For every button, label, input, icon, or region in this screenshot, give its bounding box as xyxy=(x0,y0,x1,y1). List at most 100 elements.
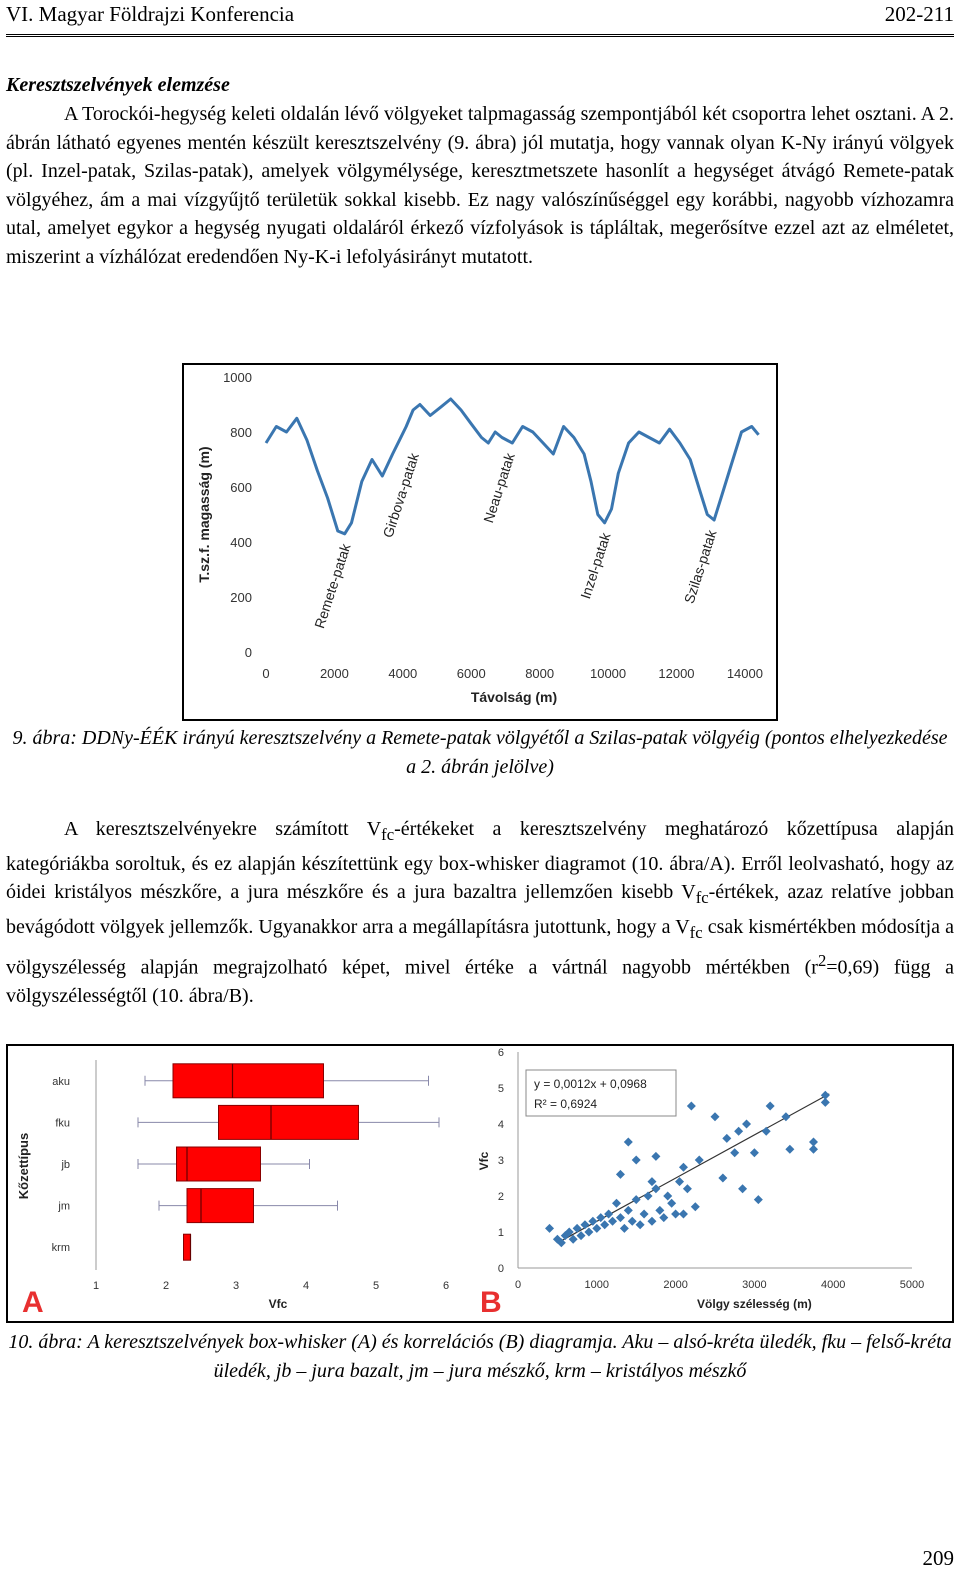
data-point xyxy=(663,1191,673,1201)
data-point xyxy=(584,1227,594,1237)
data-point xyxy=(576,1231,586,1241)
elevation-line xyxy=(264,397,760,536)
p2-sub-3: fc xyxy=(689,922,703,942)
data-point xyxy=(556,1238,566,1248)
y-tick-label: 600 xyxy=(230,480,252,495)
data-point xyxy=(675,1177,685,1187)
data-point xyxy=(655,1205,665,1215)
x-tick-label: 4000 xyxy=(388,666,417,681)
section-title: Keresztszelvények elemzése xyxy=(6,74,230,96)
data-point xyxy=(545,1223,555,1233)
x-tick-label: 4000 xyxy=(821,1279,845,1291)
data-point xyxy=(631,1195,641,1205)
x-tick-label: 3000 xyxy=(742,1279,766,1291)
box-whisker-chart: 1 2 3 4 5 6 Vfc Kőzettípus aku fku jb jm krm A xyxy=(16,1060,449,1319)
y-axis-label: T.sz.f. magasság (m) xyxy=(196,446,212,582)
paragraph-2: A keresztszelvényekre számított Vfc-érté… xyxy=(6,815,954,1011)
data-point xyxy=(608,1216,618,1226)
p2-sup: 2 xyxy=(817,951,827,970)
category-label: aku xyxy=(52,1076,70,1088)
data-point xyxy=(781,1112,791,1122)
x-axis-label: Távolság (m) xyxy=(471,689,557,705)
figure-10: 1 2 3 4 5 6 Vfc Kőzettípus aku fku jb jm krm A 0 1 2 3 4 5… xyxy=(6,1044,954,1323)
data-point xyxy=(722,1133,732,1143)
data-point xyxy=(651,1184,661,1194)
x-tick-label: 0 xyxy=(515,1279,521,1291)
x-tick-label: 6 xyxy=(443,1280,449,1292)
valley-label: Remete-patak xyxy=(311,541,354,631)
data-point xyxy=(588,1216,598,1226)
data-point xyxy=(710,1112,720,1122)
valley-label: Girbova-patak xyxy=(380,450,423,540)
valley-label: Neau-patak xyxy=(480,450,518,525)
data-point xyxy=(592,1223,602,1233)
box-krm xyxy=(183,1233,191,1261)
x-tick-label: 2 xyxy=(163,1280,169,1292)
valley-label: Inzel-patak xyxy=(577,530,614,601)
category-label: jm xyxy=(57,1201,70,1213)
x-tick-label: 4 xyxy=(303,1280,309,1292)
equation-box xyxy=(525,1069,677,1117)
x-tick-label: 5 xyxy=(373,1280,379,1292)
y-axis-label: Kőzettípus xyxy=(16,1133,31,1199)
x-tick-label: 14000 xyxy=(727,666,763,681)
data-point xyxy=(635,1220,645,1230)
data-point xyxy=(809,1144,818,1154)
paragraph-1: A Torockói-hegység keleti oldalán lévő v… xyxy=(6,100,954,271)
category-label: fku xyxy=(55,1117,70,1129)
valley-label: Szilas-patak xyxy=(681,527,720,605)
data-point xyxy=(785,1144,795,1154)
data-point xyxy=(738,1184,748,1194)
data-point xyxy=(820,1097,830,1107)
data-point xyxy=(694,1155,704,1165)
data-point xyxy=(742,1119,752,1129)
paragraph-1-text: A Torockói-hegység keleti oldalán lévő v… xyxy=(6,103,954,268)
data-point xyxy=(647,1216,657,1226)
x-tick-label: 6000 xyxy=(457,666,486,681)
data-point xyxy=(667,1198,677,1208)
page-range: 202-211 xyxy=(884,2,954,26)
x-tick-label: 1 xyxy=(93,1280,99,1292)
data-point xyxy=(682,1184,692,1194)
data-point xyxy=(659,1213,669,1223)
y-tick-label: 2 xyxy=(498,1191,504,1203)
data-point xyxy=(761,1126,771,1136)
data-point xyxy=(753,1195,763,1205)
y-tick-label: 1000 xyxy=(223,370,252,385)
x-tick-label: 8000 xyxy=(525,666,554,681)
x-axis-label: Vfc xyxy=(269,1297,288,1311)
x-tick-label: 0 xyxy=(262,666,269,681)
data-point xyxy=(686,1101,696,1111)
x-tick-label: 10000 xyxy=(590,666,626,681)
data-point xyxy=(678,1162,688,1172)
scatter-chart: 0 1 2 3 4 5 6 0 1000 2000 3000 4000 5000 Völgy széles… xyxy=(477,1047,924,1319)
y-tick-label: 4 xyxy=(498,1119,504,1131)
data-point xyxy=(671,1209,681,1219)
p2-part-d: csak kismértékben módosítja a völgyszéle… xyxy=(6,915,955,979)
x-axis-label: Völgy szélesség (m) xyxy=(697,1297,812,1311)
conference-title: VI. Magyar Földrajzi Konferencia xyxy=(6,2,295,26)
p2-sub-1: fc xyxy=(381,825,395,844)
x-tick-label: 3 xyxy=(233,1280,239,1292)
page-header: VI. Magyar Földrajzi Konferencia 202-211 xyxy=(6,2,954,37)
data-point xyxy=(678,1209,688,1219)
p2-part-c: -értékek, azaz relatíve jobban bevágódot… xyxy=(6,881,954,938)
data-point xyxy=(596,1213,606,1223)
box-fku xyxy=(218,1104,359,1140)
data-point xyxy=(619,1223,629,1233)
y-tick-label: 800 xyxy=(230,425,252,440)
data-point xyxy=(639,1209,649,1219)
r2-text: R² = 0,6924 xyxy=(534,1097,597,1111)
data-point xyxy=(568,1234,578,1244)
figure-9-caption: 9. ábra: DDNy-ÉÉK irányú keresztszelvény… xyxy=(12,727,948,778)
x-tick-label: 12000 xyxy=(658,666,694,681)
p2-sub-2: fc xyxy=(695,888,709,907)
data-point xyxy=(765,1101,775,1111)
y-tick-label: 200 xyxy=(230,590,252,605)
data-point xyxy=(749,1148,759,1158)
y-tick-label: 0 xyxy=(245,645,252,660)
data-point xyxy=(615,1169,625,1179)
data-point xyxy=(560,1231,570,1241)
x-tick-label: 5000 xyxy=(900,1279,924,1291)
data-point xyxy=(612,1198,621,1208)
